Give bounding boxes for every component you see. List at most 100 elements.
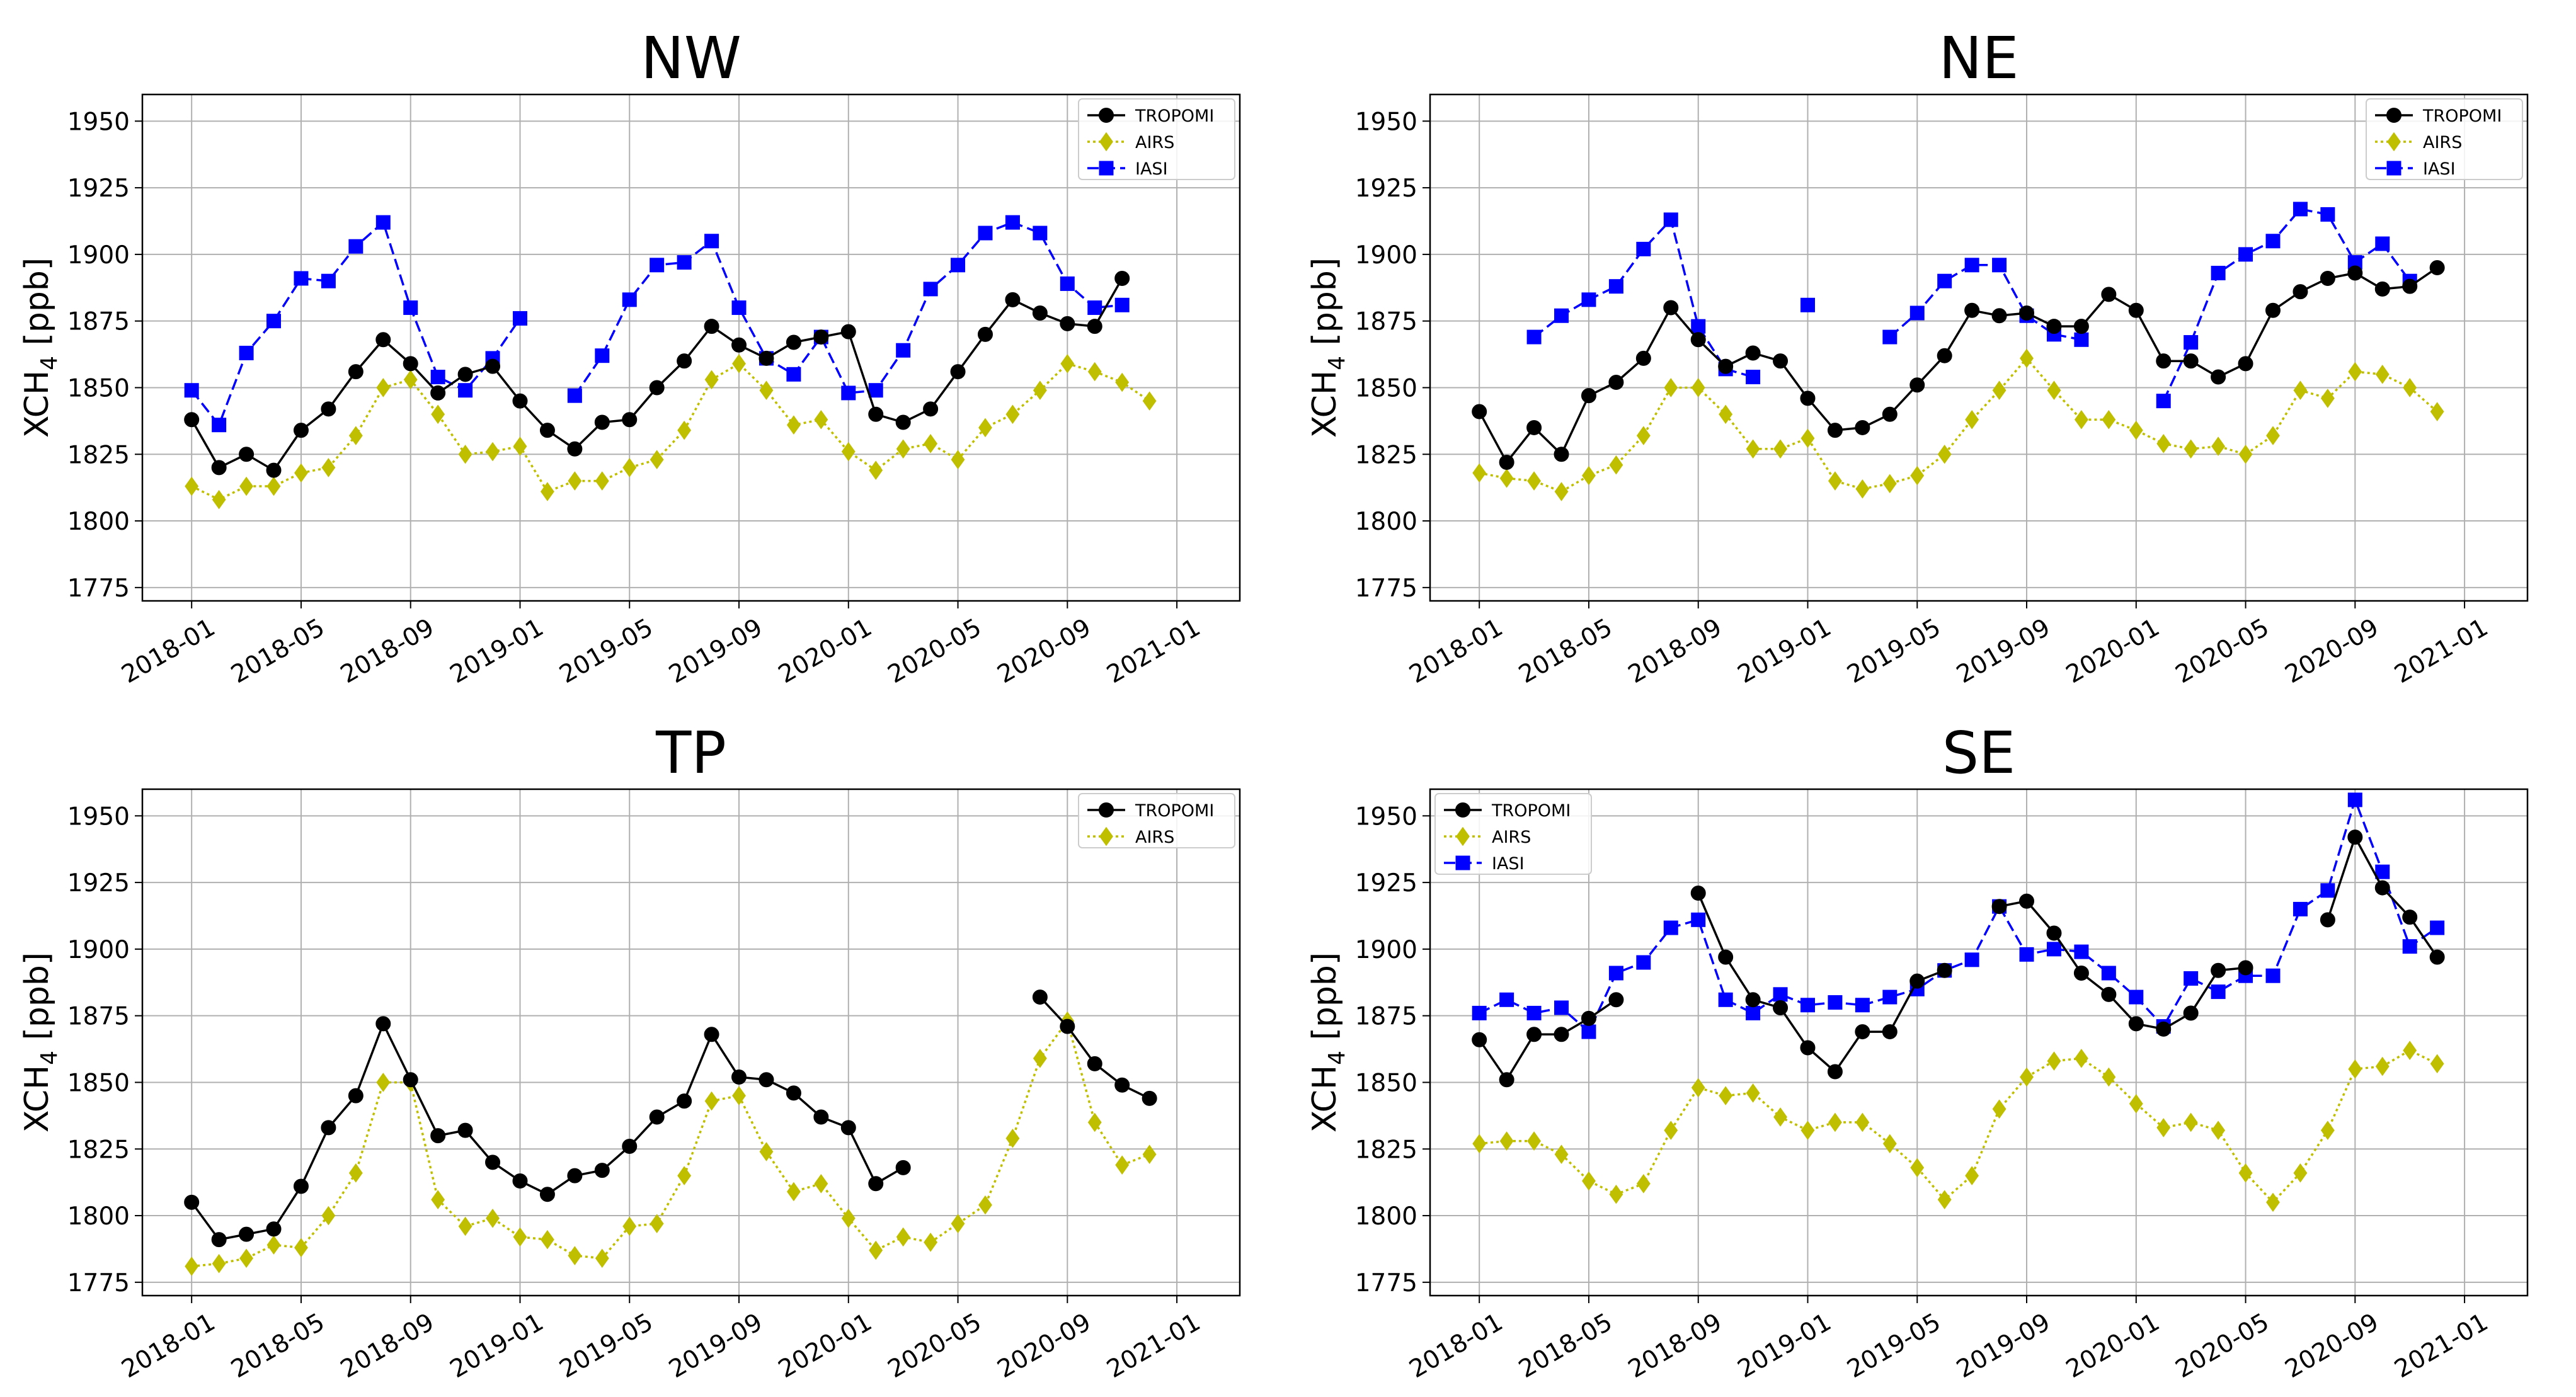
data-point-tropomi (184, 1194, 200, 1210)
plot-area-frame (141, 788, 1241, 1297)
data-point-tropomi (2046, 925, 2062, 941)
data-point-iasi (266, 314, 282, 329)
data-point-airs (1609, 455, 1623, 475)
data-point-tropomi (485, 1155, 501, 1170)
data-point-tropomi (895, 1160, 911, 1175)
y-tick-label: 1775 (1355, 574, 1417, 603)
legend-label: AIRS (1135, 828, 1174, 847)
panel-title: SE (1942, 719, 2016, 787)
data-point-iasi (2265, 234, 2281, 249)
data-point-airs (1142, 1144, 1157, 1165)
data-point-airs (1992, 1099, 2006, 1119)
y-tick-label: 1950 (67, 802, 130, 831)
data-point-airs (1472, 463, 1487, 483)
panel-title: NE (1939, 25, 2019, 92)
data-point-airs (1582, 1171, 1596, 1191)
data-point-tropomi (1855, 419, 1870, 435)
data-point-tropomi (677, 353, 692, 369)
y-tick-label: 1775 (67, 1269, 130, 1297)
data-point-airs (486, 442, 500, 462)
data-point-tropomi (622, 412, 638, 428)
data-point-airs (1691, 1078, 1705, 1098)
data-point-airs (2074, 1049, 2088, 1068)
data-point-iasi (2184, 335, 2199, 350)
data-point-tropomi (677, 1093, 692, 1109)
data-point-tropomi (403, 356, 418, 372)
data-point-airs (568, 471, 582, 491)
data-point-iasi (1992, 258, 2007, 273)
data-point-iasi (2430, 920, 2445, 935)
data-point-tropomi (2238, 356, 2253, 372)
data-point-iasi (2129, 989, 2144, 1005)
y-tick-label: 1825 (67, 1136, 130, 1164)
data-point-airs (348, 426, 363, 445)
legend-label: TROPOMI (1135, 106, 1214, 126)
data-point-tropomi (1608, 992, 1624, 1008)
y-tick-label: 1925 (67, 869, 130, 898)
legend-frame (1434, 793, 1592, 875)
legend-marker-airs (1456, 826, 1470, 847)
data-point-iasi (2211, 266, 2226, 281)
data-point-tropomi (1800, 1040, 1816, 1056)
data-point-iasi (239, 345, 254, 360)
data-point-airs (2430, 402, 2444, 421)
data-point-tropomi (1827, 1064, 1843, 1080)
data-point-tropomi (1800, 391, 1816, 406)
data-point-tropomi (1499, 1072, 1514, 1088)
data-point-tropomi (2347, 265, 2363, 281)
data-point-tropomi (786, 334, 801, 350)
data-point-tropomi (375, 332, 391, 348)
data-point-airs (1992, 380, 2006, 400)
legend-label: AIRS (1135, 133, 1174, 152)
data-point-iasi (2402, 939, 2417, 954)
data-point-iasi (1964, 258, 1979, 273)
legend-label: AIRS (1492, 828, 1531, 847)
data-point-airs (1472, 1134, 1487, 1154)
data-point-airs (2102, 1067, 2116, 1087)
data-point-airs (486, 1208, 500, 1228)
data-point-iasi (868, 383, 883, 398)
data-point-airs (1855, 1112, 1870, 1132)
data-point-airs (2211, 1120, 2226, 1140)
data-point-airs (1910, 465, 1925, 486)
data-point-airs (2156, 434, 2171, 453)
data-point-tropomi (840, 324, 856, 339)
data-point-airs (814, 1173, 828, 1194)
data-point-iasi (1608, 279, 1623, 294)
data-point-tropomi (2320, 270, 2335, 286)
data-point-iasi (1636, 955, 1651, 970)
y-axis-label: XCH4 [ppb] (1306, 952, 1350, 1132)
data-point-tropomi (1114, 1077, 1130, 1093)
data-point-airs (266, 476, 281, 496)
panel-title: NW (641, 25, 741, 92)
series-line-iasi (2162, 208, 2411, 402)
data-point-tropomi (2211, 962, 2226, 978)
data-point-airs (1060, 354, 1075, 373)
data-point-tropomi (923, 401, 939, 417)
data-point-iasi (2074, 332, 2089, 347)
data-point-tropomi (2429, 949, 2445, 965)
data-point-airs (2375, 365, 2390, 384)
data-point-tropomi (1554, 447, 1569, 462)
data-point-airs (1882, 474, 1897, 494)
legend-marker-iasi (2386, 161, 2401, 176)
y-axis-label: XCH4 [ppb] (1306, 258, 1350, 438)
data-point-tropomi (567, 441, 583, 457)
y-axis-label-unit: [ppb] (1306, 952, 1344, 1051)
data-point-iasi (978, 225, 993, 241)
data-point-airs (841, 1208, 856, 1228)
data-point-airs (185, 1257, 199, 1276)
data-point-tropomi (2073, 319, 2089, 334)
legend-marker-airs (1099, 826, 1113, 847)
data-point-airs (622, 1216, 637, 1236)
data-point-tropomi (266, 1221, 282, 1237)
legend-marker-tropomi (1099, 108, 1114, 123)
data-point-tropomi (813, 1109, 829, 1125)
data-point-iasi (704, 234, 719, 249)
data-point-iasi (375, 215, 391, 230)
data-point-tropomi (293, 423, 309, 438)
data-point-airs (212, 1253, 226, 1274)
data-point-tropomi (539, 1187, 555, 1202)
data-point-tropomi (457, 1122, 473, 1138)
data-point-airs (1965, 409, 1979, 430)
